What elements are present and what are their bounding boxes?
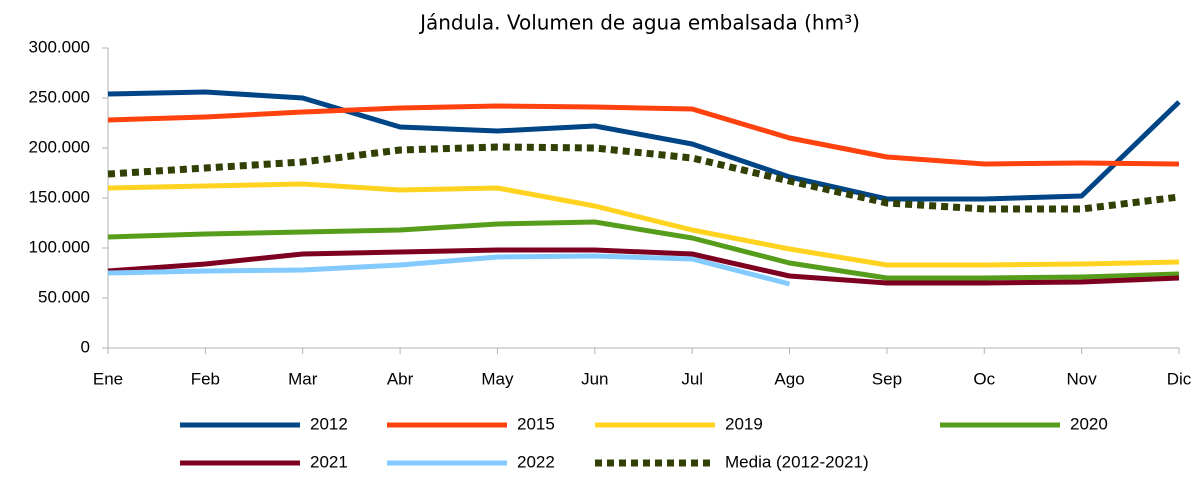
x-tick-label: Jul — [681, 369, 703, 388]
series-line — [107, 181, 1180, 268]
y-tick-label: 50.000 — [38, 287, 90, 306]
y-tick-label: 0 — [81, 337, 90, 356]
x-tick-label: Abr — [387, 369, 414, 388]
legend-label: Media (2012-2021) — [725, 452, 869, 471]
legend-label: 2022 — [517, 452, 555, 471]
legend-label: 2021 — [310, 452, 348, 471]
x-tick-label: Feb — [191, 369, 220, 388]
series-line — [107, 247, 1180, 286]
x-tick-label: Mar — [288, 369, 318, 388]
x-tick-label: Ago — [774, 369, 804, 388]
y-tick-label: 300.000 — [29, 37, 90, 56]
x-tick-label: Oc — [973, 369, 995, 388]
y-tick-label: 250.000 — [29, 87, 90, 106]
legend-label: 2015 — [517, 414, 555, 433]
series-line — [107, 219, 1180, 281]
x-tick-label: May — [481, 369, 514, 388]
x-tick-label: Sep — [872, 369, 902, 388]
x-tick-label: Ene — [93, 369, 123, 388]
x-tick-label: Dic — [1167, 369, 1192, 388]
y-tick-label: 100.000 — [29, 237, 90, 256]
legend-label: 2020 — [1070, 414, 1108, 433]
chart-title: Jándula. Volumen de agua embalsada (hm³) — [418, 11, 860, 35]
x-tick-label: Jun — [581, 369, 608, 388]
y-tick-label: 200.000 — [29, 137, 90, 156]
series-line — [107, 89, 1181, 202]
legend-label: 2012 — [310, 414, 348, 433]
legend-label: 2019 — [725, 414, 763, 433]
y-tick-label: 150.000 — [29, 187, 90, 206]
series-line — [107, 103, 1180, 167]
x-tick-label: Nov — [1067, 369, 1098, 388]
series-line — [107, 253, 791, 287]
